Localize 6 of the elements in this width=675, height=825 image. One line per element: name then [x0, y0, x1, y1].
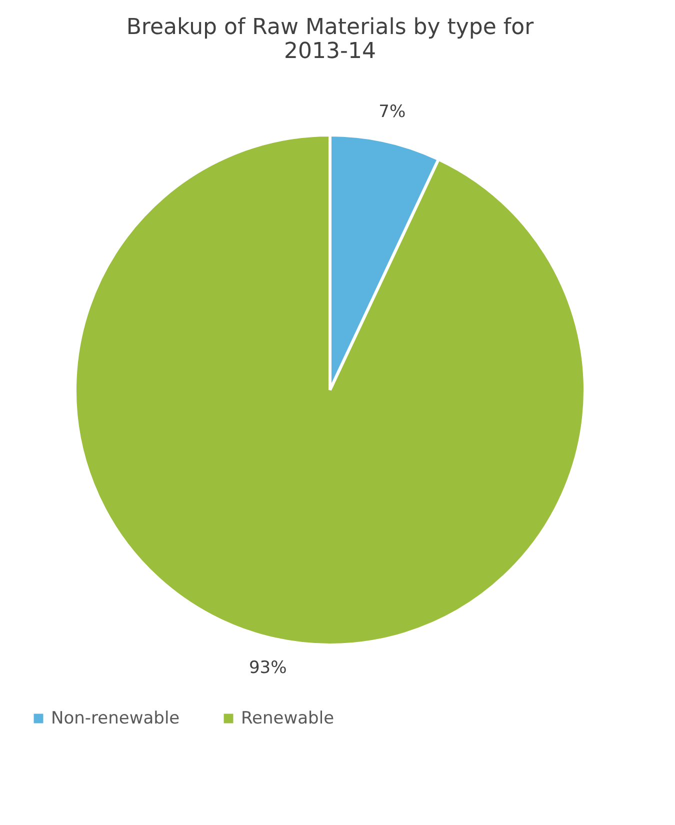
pie-slice — [74, 134, 586, 646]
data-label: 7% — [378, 102, 406, 122]
legend-label: Non-renewable — [51, 708, 180, 729]
data-label: 93% — [248, 658, 287, 678]
legend-label: Renewable — [241, 708, 334, 729]
chart-title: Breakup of Raw Materials by type for 2013-14 — [126, 14, 535, 64]
